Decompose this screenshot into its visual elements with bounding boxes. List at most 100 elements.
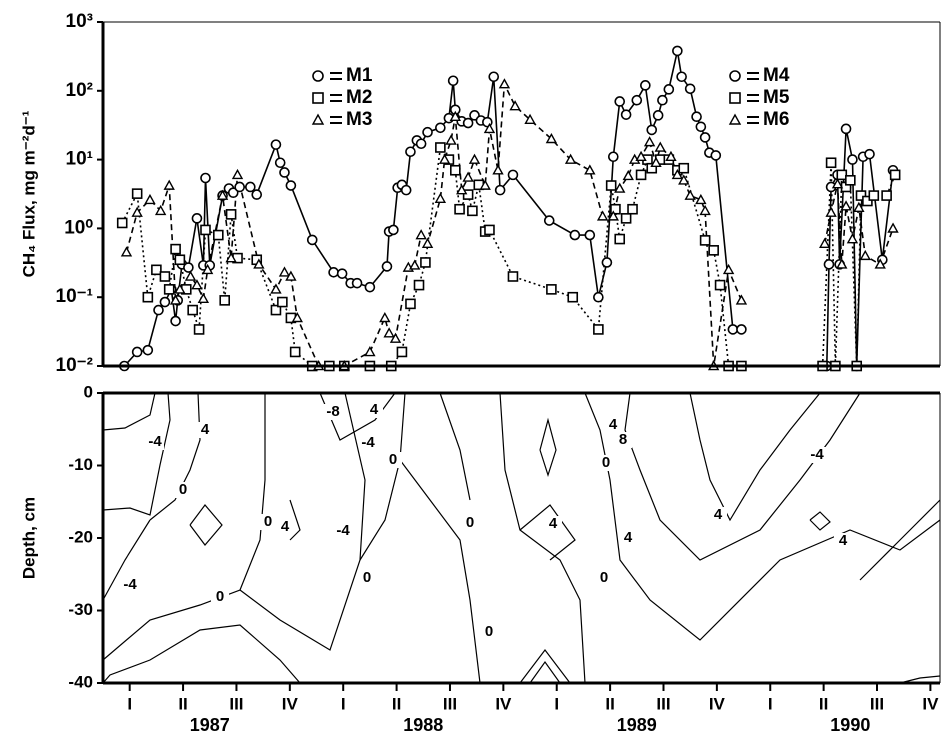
- marker: [627, 203, 638, 215]
- marker: [456, 184, 468, 195]
- marker: [881, 190, 892, 201]
- contour-label-bg: [359, 435, 377, 451]
- contour-label: 0: [466, 514, 474, 531]
- marker: [169, 294, 182, 305]
- marker: [614, 233, 626, 245]
- marker: [200, 224, 211, 236]
- contour-label-bg: [461, 515, 479, 531]
- contour-label-bg: [358, 570, 376, 586]
- marker: [468, 153, 481, 164]
- contour-label: -4: [123, 576, 137, 593]
- contour-label-bg: [174, 482, 192, 498]
- marker: [620, 109, 632, 120]
- legend-label: M3: [346, 109, 372, 130]
- contour-label: -4: [148, 433, 162, 450]
- marker: [278, 266, 291, 277]
- contour-label: -4: [336, 522, 350, 539]
- x-tick-label: I: [554, 694, 559, 713]
- marker: [270, 139, 282, 150]
- contour-label: -4: [810, 446, 824, 463]
- marker: [823, 259, 835, 270]
- marker: [415, 138, 427, 150]
- marker: [614, 182, 626, 193]
- marker: [695, 121, 707, 133]
- marker: [608, 151, 619, 163]
- x-tick-label: III: [656, 694, 670, 713]
- marker: [131, 188, 143, 199]
- contour-label-bg: [480, 624, 498, 640]
- marker: [654, 141, 666, 152]
- marker: [219, 295, 231, 306]
- marker: [622, 169, 634, 181]
- marker: [454, 203, 465, 215]
- contour-label: 4: [281, 518, 290, 535]
- legend-label: M4: [763, 65, 790, 86]
- marker: [285, 180, 297, 191]
- legend-label: M2: [346, 87, 372, 108]
- x-tick-label: I: [341, 694, 346, 713]
- marker: [699, 235, 711, 246]
- series-line: [826, 128, 894, 367]
- y-tick-label: -30: [68, 600, 93, 619]
- marker: [151, 264, 162, 276]
- marker: [445, 134, 457, 145]
- contour-label-bg: [614, 432, 632, 448]
- marker: [379, 311, 391, 323]
- marker: [699, 132, 711, 143]
- marker: [714, 279, 726, 291]
- contour-label-bg: [324, 404, 342, 420]
- marker: [853, 201, 865, 212]
- marker: [492, 164, 504, 175]
- marker: [336, 268, 348, 279]
- marker: [144, 193, 156, 205]
- marker: [840, 200, 852, 211]
- marker: [193, 324, 205, 335]
- contour-label: 0: [600, 569, 608, 586]
- marker: [722, 263, 735, 275]
- x-tick-label: IV: [495, 694, 512, 713]
- marker: [564, 153, 577, 164]
- marker: [396, 346, 408, 358]
- marker: [840, 123, 852, 135]
- marker: [887, 222, 899, 233]
- marker: [640, 80, 651, 91]
- legend-marker: [728, 113, 742, 125]
- contour-label: -4: [361, 434, 375, 451]
- x-tick-label: II: [819, 694, 828, 713]
- marker: [285, 270, 297, 281]
- marker: [607, 210, 620, 221]
- marker: [831, 178, 844, 189]
- x-tick-label: IV: [922, 694, 939, 713]
- y-axis-label: CH₄ Flux, mg m⁻²d⁻¹: [19, 110, 38, 277]
- marker: [543, 215, 555, 226]
- marker: [400, 184, 412, 196]
- marker: [191, 213, 203, 224]
- marker: [643, 136, 656, 147]
- marker: [631, 94, 643, 106]
- marker: [131, 346, 143, 358]
- contour-label-bg: [121, 577, 139, 593]
- contour-label-bg: [384, 452, 402, 468]
- marker: [678, 162, 690, 174]
- year-label: 1989: [617, 715, 657, 735]
- marker: [383, 327, 395, 338]
- marker: [855, 190, 867, 201]
- marker: [277, 296, 288, 308]
- marker: [213, 229, 224, 241]
- marker: [159, 271, 171, 282]
- legend-label: M6: [763, 109, 789, 130]
- legend-marker: [729, 70, 741, 82]
- marker: [364, 346, 376, 357]
- marker: [567, 291, 579, 303]
- marker: [174, 254, 186, 266]
- x-tick-label: I: [127, 694, 132, 713]
- marker: [657, 94, 668, 106]
- marker: [710, 150, 722, 161]
- series-line: [125, 81, 743, 367]
- x-tick-label: III: [443, 694, 457, 713]
- contour-label-bg: [709, 507, 727, 523]
- marker: [665, 150, 677, 162]
- x-tick-label: III: [870, 694, 884, 713]
- marker: [646, 124, 658, 136]
- marker: [593, 324, 604, 335]
